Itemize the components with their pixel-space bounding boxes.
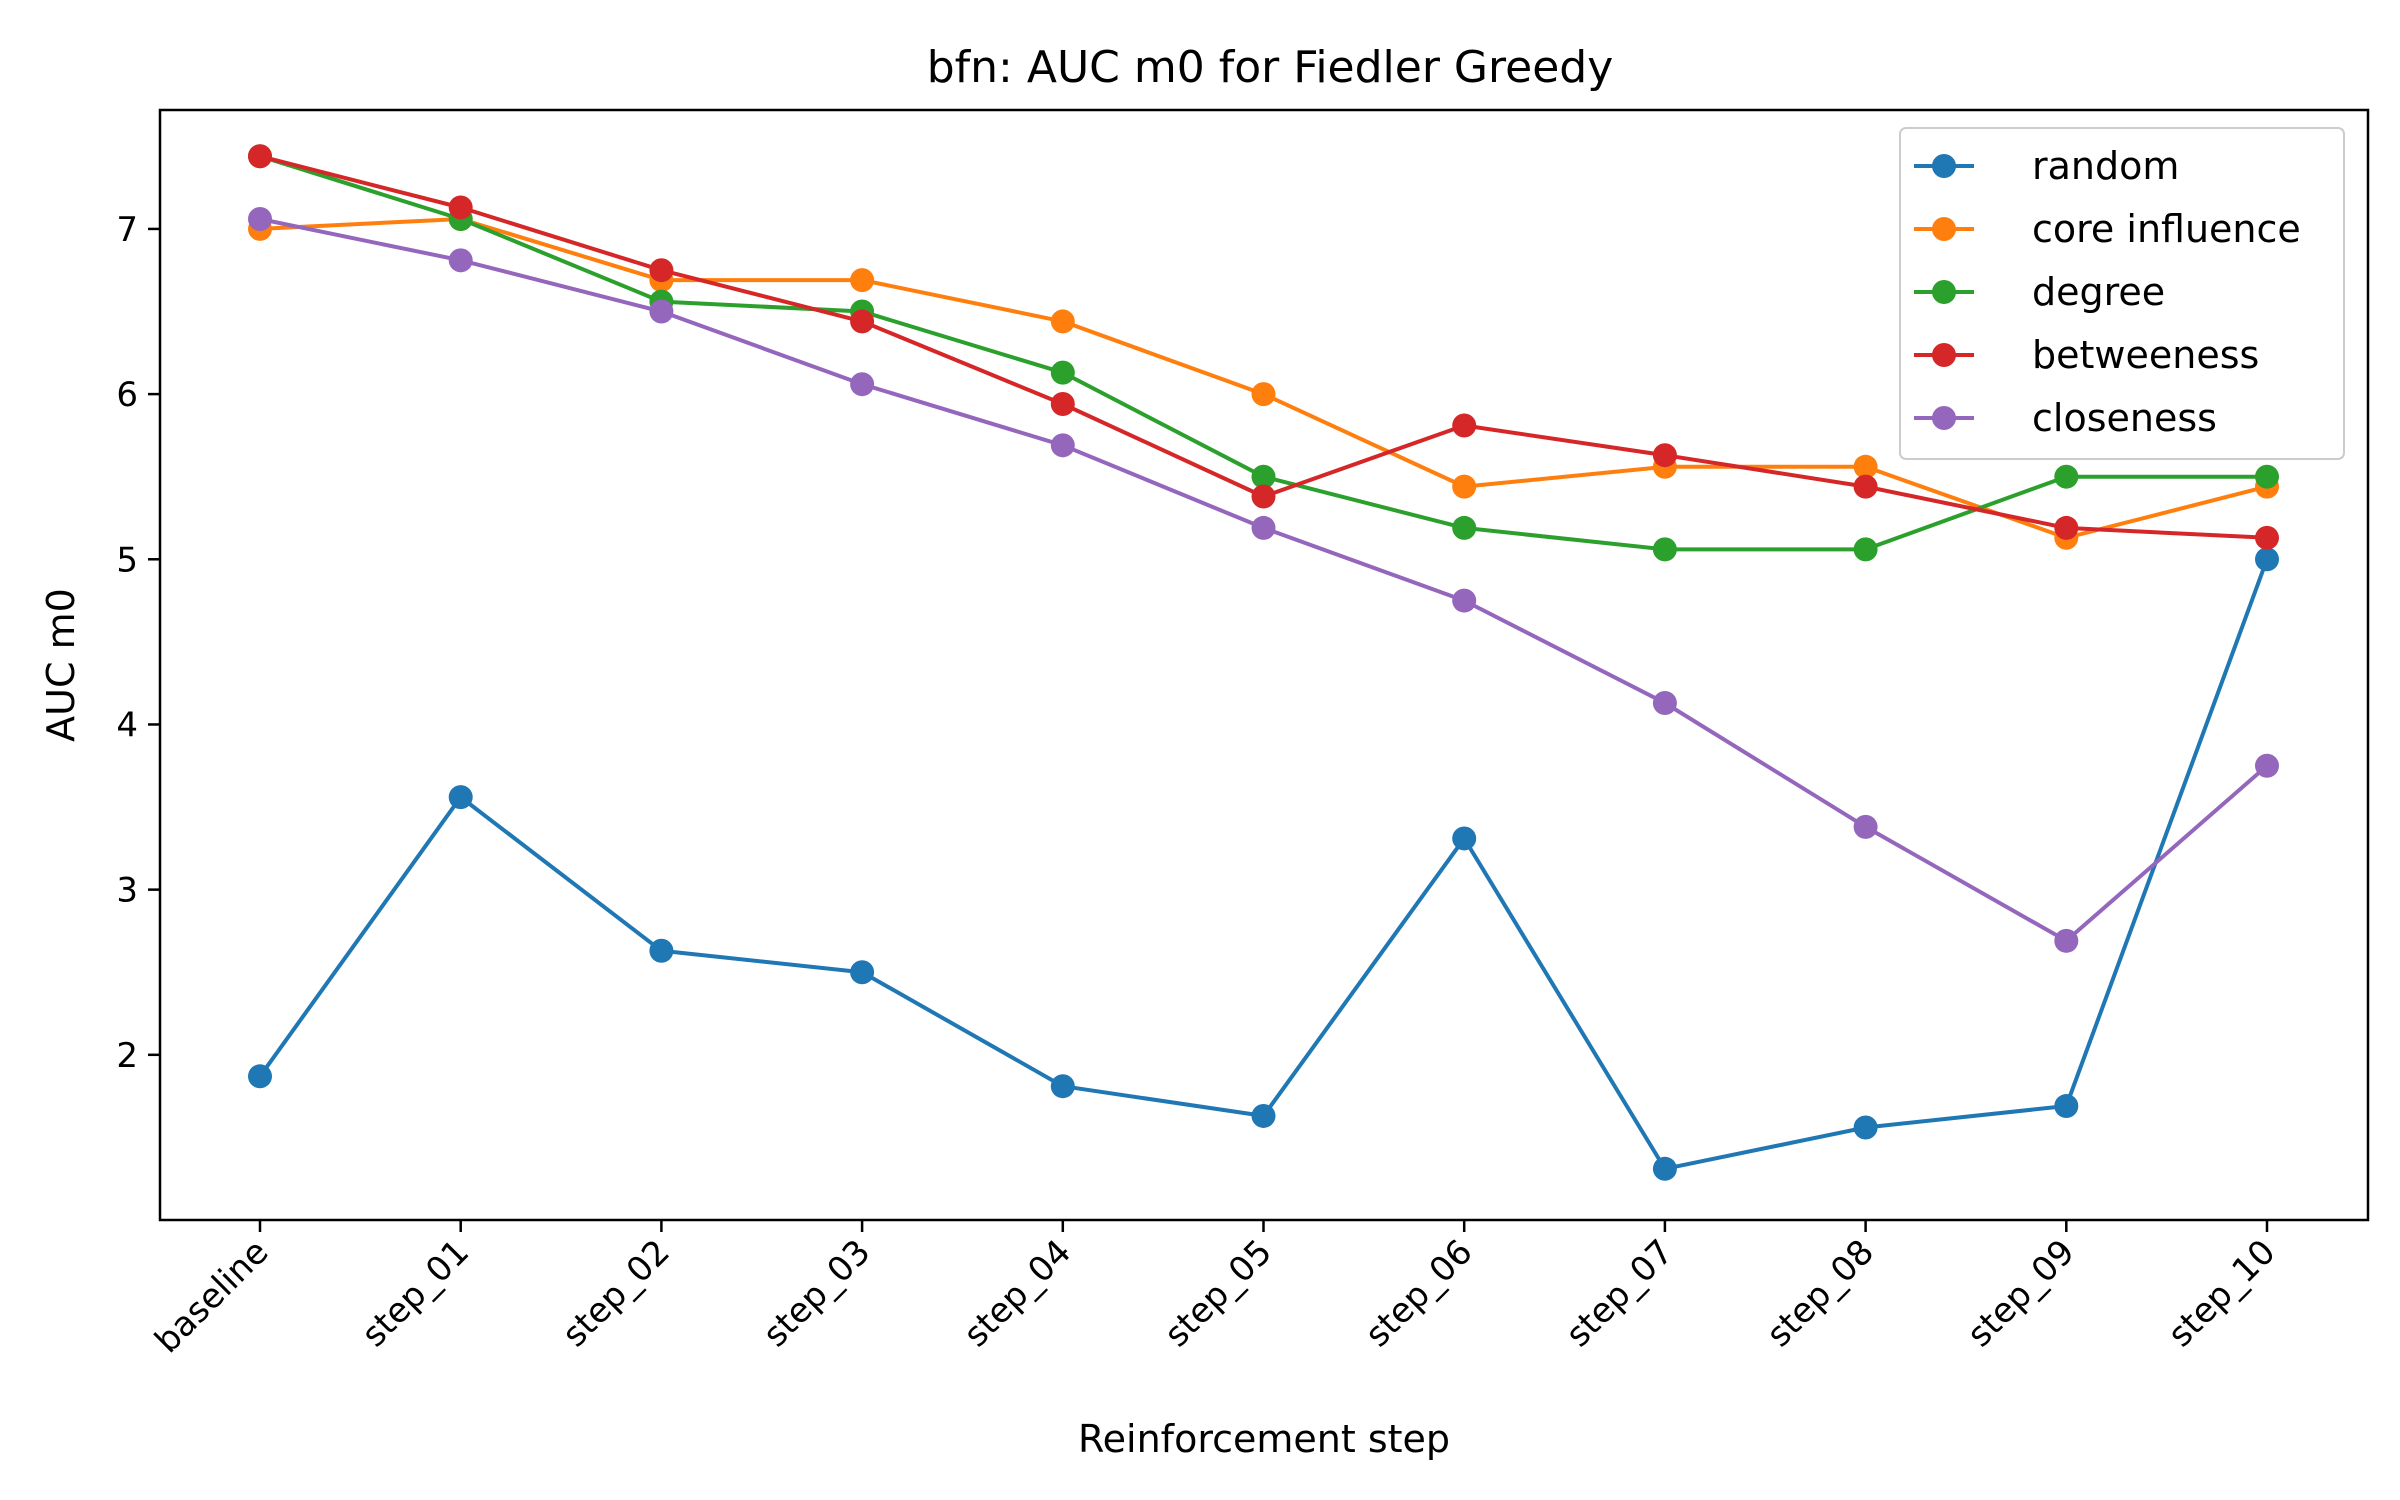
y-tick-label: 2 [116, 1036, 138, 1076]
legend-label: betweeness [2032, 333, 2259, 377]
chart-title: bfn: AUC m0 for Fiedler Greedy [927, 42, 1614, 93]
legend-label: degree [2032, 270, 2165, 314]
data-point-betweeness [649, 258, 674, 283]
data-point-random [1853, 1115, 1878, 1140]
legend-item-betweeness: betweeness [1914, 333, 2259, 377]
data-point-random [448, 785, 473, 810]
data-point-random [1251, 1103, 1276, 1128]
data-point-degree [2255, 464, 2279, 489]
x-tick-label: step_01 [354, 1232, 477, 1355]
data-point-degree [1050, 360, 1075, 385]
data-point-degree [1251, 464, 1276, 489]
legend-label: core influence [2032, 207, 2301, 251]
legend-marker [1932, 154, 1956, 178]
data-point-closeness [248, 207, 272, 232]
legend-box [1899, 127, 2345, 460]
data-point-degree [1652, 537, 1677, 562]
data-point-betweeness [2054, 515, 2079, 540]
x-tick-label: step_09 [1960, 1232, 2083, 1355]
x-tick-label: step_02 [555, 1232, 678, 1355]
data-point-random [850, 960, 875, 985]
data-point-core-influence [850, 268, 875, 293]
x-tick-label: step_10 [2160, 1232, 2283, 1355]
x-tick-label: step_03 [756, 1232, 879, 1355]
data-point-closeness [1853, 814, 1878, 839]
series-random [248, 547, 2279, 1181]
data-point-betweeness [850, 309, 875, 334]
data-point-random [2054, 1094, 2079, 1119]
series-betweeness [248, 144, 2279, 550]
data-point-closeness [649, 299, 674, 324]
data-point-betweeness [1652, 443, 1677, 468]
y-tick-label: 3 [116, 871, 138, 911]
data-point-degree [1853, 537, 1878, 562]
data-point-random [1050, 1074, 1075, 1099]
data-point-random [248, 1064, 272, 1089]
y-axis-label: AUC m0 [39, 588, 83, 742]
data-point-betweeness [1050, 392, 1075, 417]
data-point-random [1652, 1156, 1677, 1181]
data-point-random [2255, 547, 2279, 572]
legend-item-core-influence: core influence [1914, 207, 2301, 251]
y-axis: 2 3 4 5 6 7 [116, 210, 160, 1076]
data-point-closeness [1251, 515, 1276, 540]
data-point-betweeness [1853, 474, 1878, 499]
data-point-random [1452, 826, 1477, 851]
y-tick-label: 4 [116, 705, 138, 745]
data-point-core-influence [1853, 454, 1878, 479]
data-point-closeness [850, 372, 875, 397]
data-point-core-influence [1050, 309, 1075, 334]
series-closeness [248, 207, 2279, 953]
legend-marker [1932, 217, 1956, 241]
legend-marker [1932, 406, 1956, 430]
legend-label: closeness [2032, 396, 2217, 440]
data-point-betweeness [1452, 413, 1477, 438]
data-point-closeness [2255, 753, 2279, 778]
data-point-closeness [1452, 588, 1477, 613]
x-axis: baseline step_01 step_02 step_03 step_04 step… [147, 1220, 2283, 1361]
x-tick-label: step_06 [1358, 1232, 1481, 1355]
data-point-degree [2054, 464, 2079, 489]
legend-label: random [2032, 144, 2179, 188]
y-tick-label: 6 [116, 375, 138, 415]
data-point-random [649, 938, 674, 963]
series-layer [248, 144, 2279, 1181]
y-tick-label: 7 [116, 210, 138, 250]
legend-marker [1932, 343, 1956, 367]
data-point-closeness [448, 248, 473, 273]
data-point-betweeness [2255, 525, 2279, 550]
y-tick-label: 5 [116, 540, 138, 580]
x-tick-label: baseline [147, 1232, 276, 1361]
data-point-closeness [2054, 928, 2079, 953]
data-point-core-influence [1251, 382, 1276, 407]
data-point-betweeness [1251, 484, 1276, 509]
x-tick-label: step_04 [956, 1232, 1079, 1355]
legend-item-random: random [1914, 144, 2179, 188]
series-line-random [258, 558, 2269, 1171]
legend-marker [1932, 280, 1956, 304]
data-point-degree [1452, 515, 1477, 540]
data-point-closeness [1050, 433, 1075, 458]
x-tick-label: step_07 [1558, 1232, 1681, 1355]
x-tick-label: step_08 [1759, 1232, 1882, 1355]
data-point-closeness [1652, 690, 1677, 715]
x-axis-label: Reinforcement step [1078, 1417, 1450, 1461]
legend-item-degree: degree [1914, 270, 2165, 314]
data-point-core-influence [1452, 474, 1477, 499]
legend-item-closeness: closeness [1914, 396, 2217, 440]
data-point-betweeness [248, 144, 272, 169]
data-point-betweeness [448, 195, 473, 220]
legend: random core influence degree betweeness clos… [1899, 127, 2345, 460]
x-tick-label: step_05 [1157, 1232, 1280, 1355]
